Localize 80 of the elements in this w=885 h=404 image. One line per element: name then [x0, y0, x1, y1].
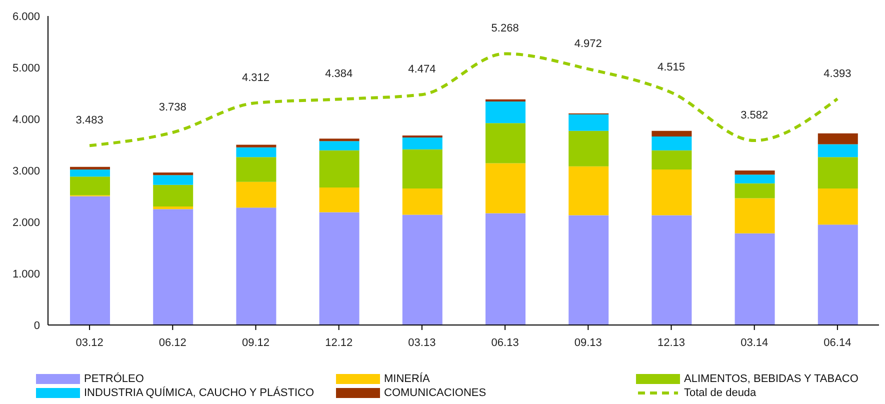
bar: [236, 182, 276, 208]
data-label: 5.268: [491, 22, 519, 35]
y-tick-label: 3.000: [12, 165, 40, 178]
x-tick-label: 09.13: [574, 336, 602, 349]
bar: [486, 101, 526, 124]
bar: [402, 149, 442, 189]
bar: [236, 147, 276, 158]
bar: [70, 176, 110, 196]
bar: [486, 123, 526, 164]
bar: [153, 172, 194, 176]
legend-label: MINERÍA: [384, 373, 430, 385]
bar: [319, 138, 360, 142]
data-label: 4.474: [408, 64, 436, 76]
bar: [734, 198, 775, 234]
bar: [402, 188, 442, 215]
bar: [70, 169, 110, 177]
bar: [402, 138, 442, 150]
bar: [734, 183, 775, 198]
legend-label: COMUNICACIONES: [384, 387, 486, 399]
bar: [319, 212, 360, 325]
bar: [568, 166, 609, 216]
bar: [236, 144, 276, 148]
bar: [486, 213, 526, 325]
x-tick-label: 06.12: [158, 336, 186, 349]
legend-label: Total de deuda: [684, 387, 756, 399]
x-tick-label: 09.12: [242, 336, 270, 349]
bar: [734, 170, 775, 175]
bar: [818, 133, 858, 144]
bar: [70, 166, 110, 170]
bar: [568, 215, 609, 325]
bar: [734, 174, 775, 184]
bar: [568, 130, 609, 166]
bar: [652, 150, 692, 170]
bar: [486, 163, 526, 214]
x-tick-label: 12.13: [657, 336, 686, 349]
x-tick-label: 12.12: [325, 336, 353, 349]
bar: [70, 196, 110, 325]
data-label: 3.483: [76, 114, 104, 127]
y-tick-label: 4.000: [12, 114, 40, 126]
legend-label: INDUSTRIA QUÍMICA, CAUCHO Y PLÁSTICO: [84, 387, 314, 399]
x-tick-label: 06.13: [491, 336, 519, 349]
bar: [153, 209, 194, 325]
bar: [818, 188, 858, 225]
x-tick-label: 06.14: [824, 336, 852, 349]
y-tick-label: 0: [34, 320, 40, 332]
bar: [153, 184, 194, 207]
bar: [319, 141, 360, 150]
data-label: 3.738: [158, 101, 186, 114]
bar: [319, 150, 360, 188]
bar: [818, 144, 858, 158]
bar: [818, 157, 858, 189]
data-label: 4.312: [242, 72, 270, 84]
bar: [652, 130, 692, 137]
data-label: 4.515: [657, 61, 686, 74]
x-tick-label: 03.14: [740, 336, 768, 349]
bar: [402, 214, 442, 325]
y-tick-label: 1.000: [12, 268, 40, 280]
data-label: 4.393: [824, 68, 852, 80]
bar: [236, 208, 276, 325]
bar: [818, 224, 858, 325]
legend-label: PETRÓLEO: [84, 373, 144, 385]
bar: [236, 157, 276, 182]
bar: [319, 187, 360, 212]
data-label: 4.972: [574, 38, 602, 50]
y-tick-label: 6.000: [12, 10, 40, 23]
bar: [652, 136, 692, 150]
y-tick-label: 5.000: [12, 62, 40, 74]
y-tick-label: 2.000: [12, 216, 40, 229]
x-tick-label: 03.12: [76, 336, 104, 349]
x-tick-label: 03.13: [408, 336, 436, 349]
data-label: 3.582: [740, 110, 768, 122]
legend-label: ALIMENTOS, BEBIDAS Y TABACO: [684, 373, 858, 385]
bar: [652, 215, 692, 325]
bar: [568, 114, 609, 131]
data-label: 4.384: [325, 68, 353, 80]
bar: [734, 233, 775, 325]
bar: [652, 169, 692, 216]
bar: [153, 206, 194, 210]
bar: [402, 135, 442, 138]
bar: [153, 175, 194, 185]
